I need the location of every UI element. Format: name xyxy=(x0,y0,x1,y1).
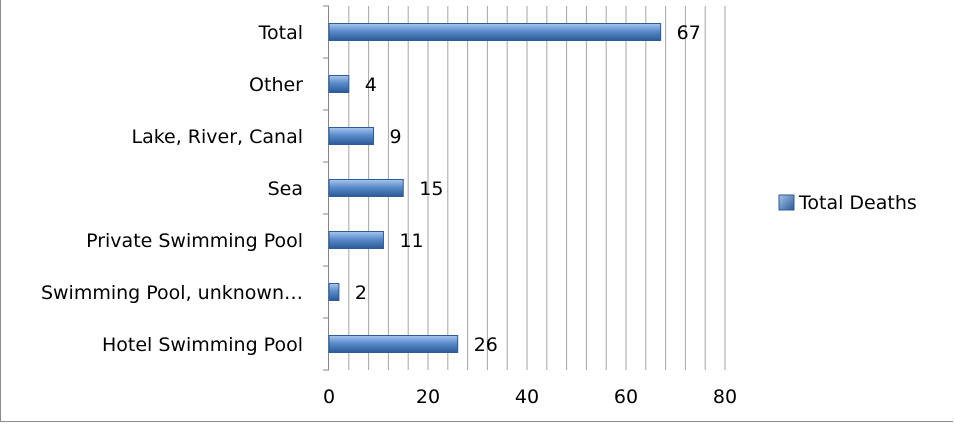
category-label: Lake, River, Canal xyxy=(131,126,303,148)
category-label: Private Swimming Pool xyxy=(86,230,303,252)
x-tick-label: 60 xyxy=(614,386,638,408)
bar xyxy=(328,335,459,353)
data-label: 15 xyxy=(419,178,443,200)
category-label: Other xyxy=(249,74,303,96)
data-label: 67 xyxy=(677,22,701,44)
bar xyxy=(328,23,662,41)
bars xyxy=(328,23,662,353)
bar xyxy=(328,283,340,301)
bar xyxy=(328,231,384,249)
x-tick-label: 40 xyxy=(515,386,539,408)
category-label: Hotel Swimming Pool xyxy=(102,334,303,356)
x-tick-label: 20 xyxy=(416,386,440,408)
category-label: Sea xyxy=(268,178,303,200)
data-label: 9 xyxy=(390,126,402,148)
legend-label: Total Deaths xyxy=(798,192,917,214)
bar xyxy=(328,127,375,145)
data-label: 11 xyxy=(399,230,423,252)
bar xyxy=(328,75,350,93)
legend-swatch xyxy=(778,194,795,211)
axes xyxy=(323,5,329,371)
legend: Total Deaths xyxy=(778,192,917,214)
bar xyxy=(328,179,404,197)
data-label: 2 xyxy=(355,282,367,304)
labels: 0 20 40 60 80 Total 67 Other 4 Lake, River, Canal… xyxy=(41,22,737,408)
category-label: Swimming Pool, unknown… xyxy=(41,282,303,304)
x-tick-label: 80 xyxy=(713,386,737,408)
data-label: 26 xyxy=(474,334,498,356)
category-label: Total xyxy=(258,22,303,44)
data-label: 4 xyxy=(365,74,377,96)
gridlines xyxy=(348,6,726,370)
x-tick-label: 0 xyxy=(323,386,335,408)
